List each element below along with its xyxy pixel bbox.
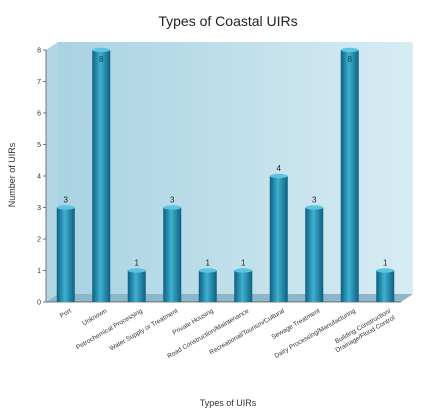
x-axis-label: Types of UIRs (200, 398, 257, 408)
bar-top (56, 205, 75, 210)
y-tick-label: 1 (37, 268, 41, 275)
bar-top (305, 205, 324, 210)
bar (305, 207, 324, 302)
bar (234, 270, 253, 302)
data-label: 4 (277, 164, 282, 173)
y-tick-label: 8 (37, 48, 41, 55)
back-wall (58, 42, 413, 294)
x-tick-label: Port (59, 308, 73, 320)
y-tick-label: 4 (37, 174, 41, 181)
bar-top (234, 268, 253, 273)
data-label: 8 (348, 55, 353, 64)
bar-top (376, 268, 395, 273)
data-label: 1 (241, 259, 246, 268)
bar (127, 270, 146, 302)
y-tick-label: 6 (37, 111, 41, 118)
bar-top (269, 173, 288, 179)
bar (198, 270, 217, 302)
bar-top (340, 47, 359, 53)
bar (340, 50, 359, 302)
data-label: 8 (99, 55, 104, 64)
chart-title: Types of Coastal UIRs (158, 13, 297, 29)
data-label: 3 (312, 196, 317, 205)
y-tick-label: 2 (37, 237, 41, 244)
bar (376, 270, 395, 302)
x-tick-label: Water Supply or Treatment (109, 308, 180, 353)
bar (163, 207, 182, 302)
bar (269, 176, 288, 302)
bar-top (127, 268, 146, 273)
data-label: 1 (383, 259, 388, 268)
data-label: 1 (206, 259, 211, 268)
data-label: 3 (64, 196, 69, 205)
side-wall (46, 42, 58, 302)
y-tick-label: 0 (37, 300, 41, 307)
bar-top (198, 268, 217, 273)
bar (56, 207, 75, 302)
y-tick-label: 3 (37, 205, 41, 212)
y-tick-label: 7 (37, 79, 41, 86)
y-axis-label: Number of UIRs (7, 142, 17, 207)
y-tick-label: 5 (37, 142, 41, 149)
bar (92, 50, 111, 302)
data-label: 3 (170, 196, 175, 205)
bar-top (92, 47, 111, 53)
data-label: 1 (135, 259, 140, 268)
bar-top (163, 205, 182, 210)
x-tick-label: Unknown (81, 307, 108, 327)
